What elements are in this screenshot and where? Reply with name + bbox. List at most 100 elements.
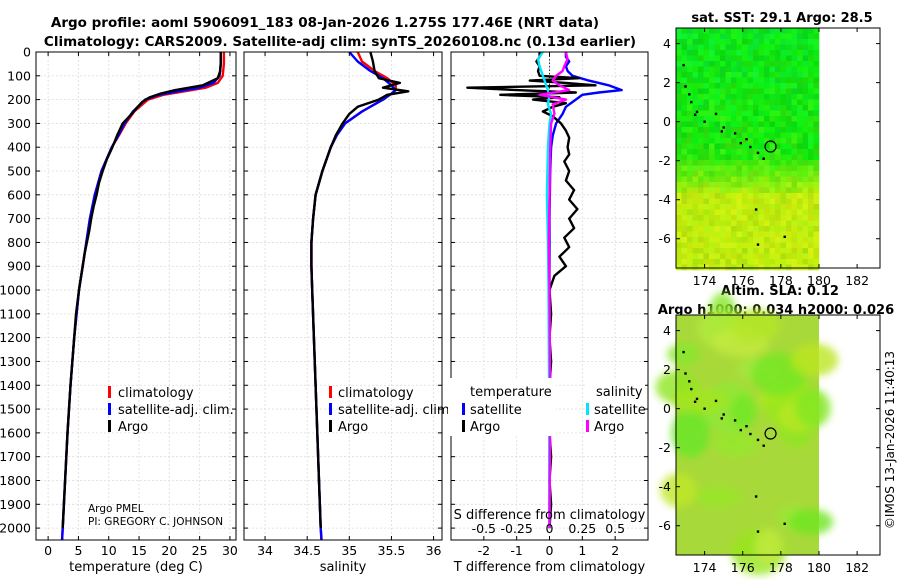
sst-cell <box>742 39 748 45</box>
sst-cell <box>720 187 726 194</box>
sst-cell <box>764 253 770 260</box>
sst-cell <box>681 39 688 45</box>
sst-cell <box>758 149 765 155</box>
sst-cell <box>687 220 693 227</box>
sst-cell <box>709 160 715 166</box>
sst-cell <box>780 149 787 155</box>
sst-cell <box>775 121 781 128</box>
sst-cell <box>709 253 715 260</box>
sst-cell <box>802 248 809 254</box>
sst-cell <box>703 160 710 166</box>
sst-cell <box>742 127 748 133</box>
sst-cell <box>791 132 798 139</box>
sst-cell <box>764 259 770 265</box>
sst-cell <box>769 72 776 78</box>
sst-cell <box>676 182 682 188</box>
sst-cell <box>681 132 688 139</box>
sst-cell <box>758 198 765 205</box>
sst-cell <box>791 264 798 271</box>
sst-cell <box>692 154 699 161</box>
sst-cell <box>742 149 748 155</box>
sst-cell <box>791 231 798 238</box>
sst-cell <box>731 127 737 133</box>
sst-cell <box>780 39 787 45</box>
sst-cell <box>758 193 765 199</box>
sst-cell <box>758 171 765 177</box>
sst-cell <box>698 259 704 265</box>
sst-cell <box>676 154 682 161</box>
sst-cell <box>753 242 759 249</box>
sst-cell <box>698 171 704 177</box>
sst-cell <box>747 55 754 62</box>
sst-cell <box>802 242 809 249</box>
attribution-line1: Argo PMEL <box>88 503 144 515</box>
sst-cell <box>786 99 792 106</box>
sst-cell <box>780 28 787 34</box>
sst-cell <box>742 165 748 172</box>
sst-cell <box>758 242 765 249</box>
sst-cell <box>791 99 798 106</box>
island-marker <box>722 126 725 129</box>
sst-cell <box>725 193 732 199</box>
sst-cell <box>681 88 688 95</box>
sst-cell <box>808 88 814 95</box>
sst-cell <box>742 259 748 265</box>
sst-cell <box>687 154 693 161</box>
sst-cell <box>698 99 704 106</box>
sst-cell <box>786 72 792 78</box>
sst-cell <box>747 171 754 177</box>
sst-cell <box>775 110 781 117</box>
sst-cell <box>703 198 710 205</box>
lat-tick-label: 4 <box>663 36 671 51</box>
sst-field <box>676 28 820 271</box>
sst-cell <box>725 171 732 177</box>
sst-cell <box>808 127 814 133</box>
sst-cell <box>808 28 814 34</box>
sst-cell <box>742 204 748 210</box>
sst-cell <box>747 138 754 144</box>
sst-cell <box>813 259 820 265</box>
sst-cell <box>725 215 732 221</box>
sst-cell <box>802 165 809 172</box>
sst-cell <box>698 176 704 183</box>
sst-cell <box>791 204 798 210</box>
sst-cell <box>747 110 754 117</box>
island-marker <box>682 350 685 354</box>
sst-cell <box>808 149 814 155</box>
sst-cell <box>731 209 737 216</box>
sst-cell <box>725 33 732 40</box>
sst-cell <box>764 132 770 139</box>
sst-cell <box>769 105 776 111</box>
sst-cell <box>692 259 699 265</box>
sst-cell <box>709 61 715 67</box>
sst-cell <box>797 55 803 62</box>
sst-cell <box>676 231 682 238</box>
sst-cell <box>736 253 743 260</box>
sst-cell <box>786 198 792 205</box>
sst-cell <box>703 253 710 260</box>
sst-cell <box>747 77 754 84</box>
sst-cell <box>769 171 776 177</box>
sst-cell <box>769 204 776 210</box>
sst-cell <box>687 66 693 73</box>
lon-tick-label: 180 <box>807 273 831 288</box>
sst-cell <box>802 259 809 265</box>
sst-cell <box>786 264 792 271</box>
x-tick-label: 34.5 <box>293 543 321 558</box>
island-marker <box>695 110 699 114</box>
sst-cell <box>703 132 710 139</box>
sst-cell <box>714 127 721 133</box>
sst-cell <box>681 226 688 232</box>
sst-cell <box>747 88 754 95</box>
sst-cell <box>709 50 715 56</box>
sst-cell <box>714 264 721 271</box>
sst-cell <box>731 143 737 150</box>
sst-cell <box>687 198 693 205</box>
sst-cell <box>753 61 759 67</box>
sst-cell <box>720 50 726 56</box>
sst-cell <box>698 204 704 210</box>
sst-cell <box>791 182 798 188</box>
sst-cell <box>676 50 682 56</box>
sst-cell <box>698 55 704 62</box>
sst-cell <box>681 99 688 106</box>
